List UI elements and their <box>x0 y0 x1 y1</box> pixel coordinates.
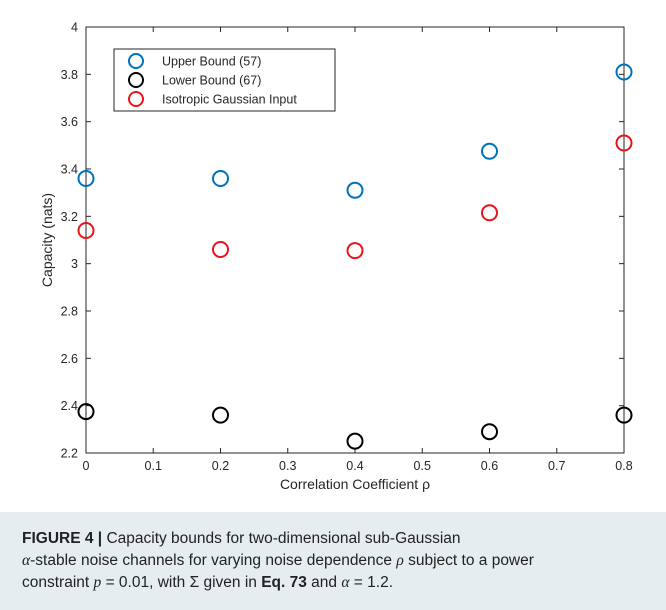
caption-line-1: FIGURE 4 | Capacity bounds for two-dimen… <box>22 528 644 550</box>
data-point-series-2 <box>481 423 498 441</box>
caption-text-2b: subject to a power <box>403 552 534 569</box>
legend-label-series-1: Upper Bound (57) <box>162 55 261 69</box>
caption-eq-reference[interactable]: Eq. 73 <box>261 574 307 591</box>
x-tick-label: 0.4 <box>346 459 363 473</box>
legend-box <box>113 48 336 112</box>
y-tick-label: 2.8 <box>61 305 78 319</box>
caption-text-2: -stable noise channels for varying noise… <box>30 552 397 569</box>
caption-figure-label: FIGURE 4 | <box>22 530 103 547</box>
data-point-series-2 <box>212 406 229 424</box>
legend-marker-series-1 <box>128 53 144 69</box>
caption-text-3b: = 0.01, with Σ given in <box>101 574 262 591</box>
data-point-series-1 <box>212 169 229 187</box>
scatter-chart: 0 0.1 0.2 0.3 0.4 0.5 0.6 0.7 0.8 2.2 2.4 2.6 2.8 3 3.… <box>39 21 633 493</box>
caption-line-3: constraint p = 0.01, with Σ given in Eq.… <box>22 572 644 594</box>
y-tick-label: 2.6 <box>61 352 78 366</box>
caption-rho: ρ <box>396 552 404 569</box>
data-point-series-2 <box>77 403 95 421</box>
legend-label-series-2: Lower Bound (67) <box>162 74 261 88</box>
y-axis-label: Capacity (nats) <box>39 193 55 287</box>
caption-text-1: Capacity bounds for two-dimensional sub-… <box>102 530 461 547</box>
data-point-series-3 <box>346 242 364 260</box>
y-tick-label: 4 <box>71 21 78 35</box>
y-tick-label: 3.4 <box>61 163 78 177</box>
caption-text-3d: = 1.2. <box>349 574 394 591</box>
x-tick-label: 0.1 <box>145 459 162 473</box>
legend-marker-series-3 <box>128 91 144 107</box>
x-tick-label: 0.7 <box>548 459 565 473</box>
x-tick-label: 0.5 <box>414 459 431 473</box>
caption-text-3: constraint <box>22 574 94 591</box>
data-point-series-1 <box>615 63 633 81</box>
caption-line-2: α-stable noise channels for varying nois… <box>22 550 644 572</box>
caption-alpha: α <box>22 552 31 569</box>
data-point-series-2 <box>346 432 364 450</box>
legend-label-series-3: Isotropic Gaussian Input <box>162 93 297 107</box>
y-tick-label: 3 <box>71 257 78 271</box>
legend-marker-series-2 <box>128 72 144 88</box>
data-point-series-2 <box>615 406 633 424</box>
x-axis-label: Correlation Coefficient ρ <box>280 476 430 492</box>
y-tick-label: 3.6 <box>61 115 78 129</box>
caption-p: p <box>93 574 102 591</box>
x-tick-label: 0.8 <box>615 459 632 473</box>
x-tick-label: 0.3 <box>279 459 296 473</box>
data-point-series-1 <box>481 142 498 160</box>
data-point-series-1 <box>77 169 95 187</box>
data-point-series-3 <box>615 134 633 152</box>
y-tick-label: 3.8 <box>61 68 78 82</box>
caption-text-3c: and <box>306 574 342 591</box>
data-point-series-3 <box>481 204 498 222</box>
y-tick-label: 3.2 <box>61 210 78 224</box>
y-tick-label: 2.2 <box>61 447 78 461</box>
caption-alpha-2: α <box>341 574 350 591</box>
legend: Upper Bound (57) Lower Bound (67) Isotropi… <box>113 48 336 112</box>
figure-caption: FIGURE 4 | Capacity bounds for two-dimen… <box>0 512 666 610</box>
data-point-series-3 <box>212 240 229 258</box>
data-point-series-1 <box>346 181 364 199</box>
data-point-series-3 <box>77 222 95 240</box>
x-tick-label: 0 <box>83 459 90 473</box>
x-tick-label: 0.6 <box>481 459 498 473</box>
y-tick-label: 2.4 <box>61 399 78 413</box>
x-tick-label: 0.2 <box>212 459 229 473</box>
